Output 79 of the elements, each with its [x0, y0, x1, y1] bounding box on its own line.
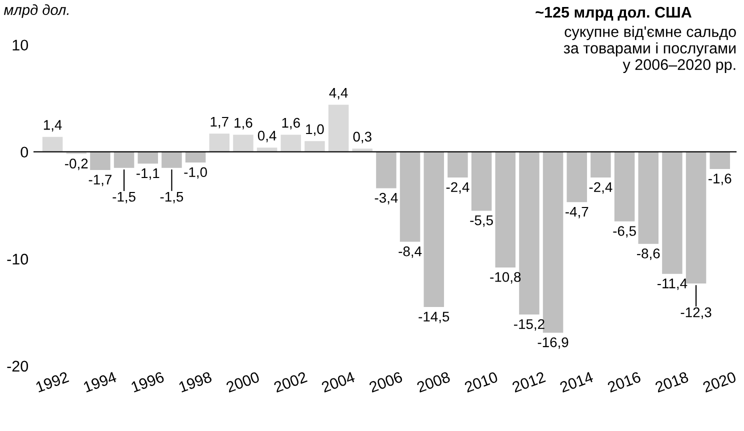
x-tick-label: 1994	[83, 371, 118, 393]
x-tick-label: 2016	[607, 371, 642, 393]
x-tick-label: 1996	[130, 371, 165, 393]
data-label: -4,7	[566, 206, 588, 218]
bar	[638, 152, 659, 244]
data-label: -1,7	[88, 174, 112, 186]
bar	[256, 148, 278, 152]
text: ~125 млрд дол. США	[536, 6, 692, 21]
bar	[209, 134, 230, 152]
bar	[566, 152, 588, 202]
x-tick-label: 2010	[464, 371, 498, 393]
bar	[185, 152, 206, 163]
x-tick-label: 2012	[512, 371, 546, 393]
x-tick-label: 2008	[416, 371, 451, 393]
bar	[400, 152, 420, 242]
bar	[233, 134, 254, 152]
data-label: -1,0	[184, 167, 207, 179]
data-label: -15,2	[514, 319, 544, 331]
annotation: сукупне від'ємне сальдо за товарами і послугами у 2006–2020 рр.	[564, 26, 736, 74]
data-label: 1,6	[282, 118, 300, 130]
bar	[90, 152, 110, 170]
data-label: -3,4	[374, 192, 398, 204]
x-tick-label: 2000	[226, 371, 260, 393]
bar	[448, 152, 468, 178]
data-label: -1,5	[112, 192, 136, 204]
data-label: -6,5	[613, 226, 636, 238]
bar	[614, 152, 635, 222]
x-tick-label: 2014	[559, 371, 594, 393]
x-tick-label: 2004	[321, 371, 356, 393]
data-label: -8,4	[398, 246, 422, 258]
data-label: -2,4	[589, 182, 612, 194]
data-label: -1,1	[136, 168, 160, 180]
data-label: 1,7	[210, 116, 228, 128]
bar	[662, 152, 682, 274]
x-tick-label: 2018	[654, 371, 689, 393]
data-label: -1,5	[160, 192, 184, 204]
y-tick-label: -20	[7, 360, 28, 372]
data-label: 1,6	[234, 118, 252, 130]
bar	[542, 152, 564, 333]
bar	[471, 152, 492, 211]
bar	[710, 152, 730, 169]
data-label: 0,4	[258, 130, 276, 142]
data-label: -5,5	[470, 216, 493, 227]
y-tick-label: 0	[20, 146, 28, 158]
x-tick-label: 2006	[368, 371, 403, 393]
bar	[328, 104, 349, 152]
bar	[114, 152, 134, 168]
data-label: -12,3	[680, 307, 712, 319]
x-tick-label: 2020	[702, 371, 737, 393]
bar	[304, 141, 325, 152]
x-tick-label: 2002	[273, 371, 308, 393]
bar	[495, 152, 516, 268]
data-label: -10,8	[490, 272, 521, 284]
bar	[42, 136, 63, 152]
data-label: -1,6	[708, 174, 732, 186]
bar	[519, 152, 540, 315]
bar	[376, 152, 396, 188]
x-tick-label: 1992	[35, 371, 70, 393]
y-tick-label: -10	[7, 254, 28, 265]
bar	[162, 152, 182, 168]
data-label: -2,4	[446, 182, 470, 194]
data-label: 4,4	[329, 88, 348, 100]
y-tick-label: 10	[12, 40, 28, 51]
bar	[280, 134, 302, 152]
data-label: -8,6	[637, 248, 660, 260]
data-label: 0,3	[353, 132, 372, 144]
bar	[138, 152, 158, 164]
bar	[590, 152, 611, 178]
data-label: -11,4	[658, 278, 688, 290]
data-label: -16,9	[538, 337, 568, 349]
bar	[424, 152, 444, 308]
data-label: 1,0	[306, 124, 324, 136]
x-tick-label: 1998	[178, 371, 212, 393]
y-axis-title: млрд дол.	[4, 4, 68, 18]
data-label: -0,2	[65, 158, 88, 170]
data-label: -14,5	[418, 312, 450, 324]
data-label: 1,4	[44, 120, 62, 132]
bar	[686, 152, 706, 284]
bar	[352, 148, 373, 152]
